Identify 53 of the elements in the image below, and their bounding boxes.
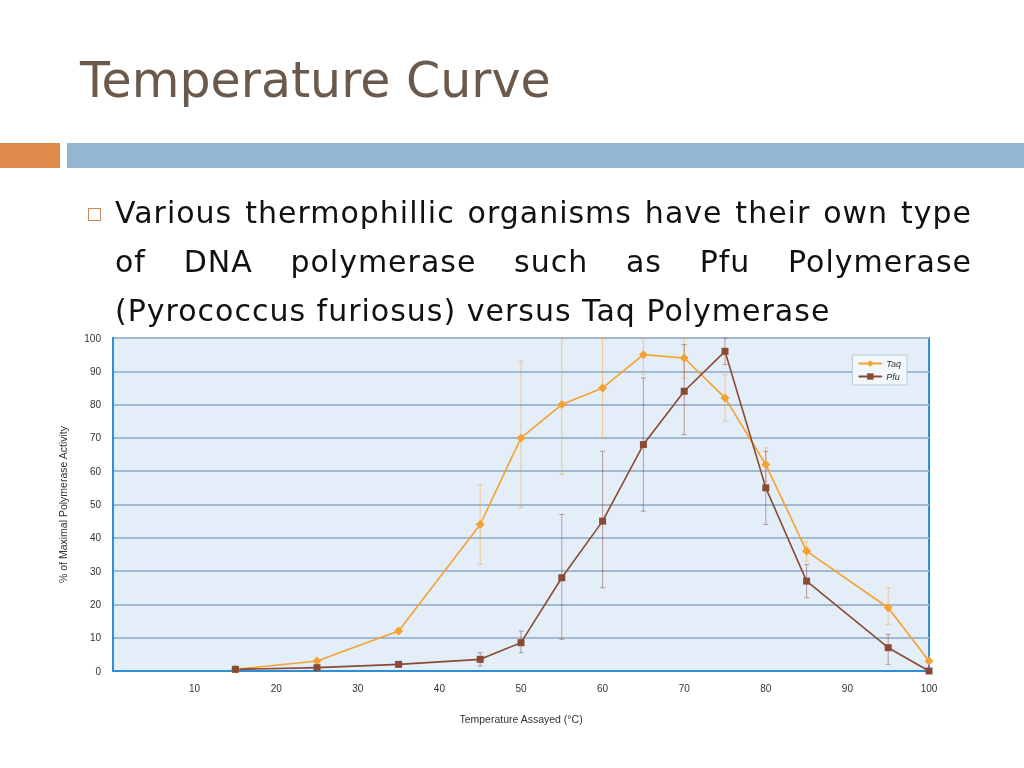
x-tick-label: 10: [189, 682, 201, 694]
point: [394, 626, 404, 636]
x-tick-label: 60: [597, 682, 609, 694]
chart-subtitle: Various thermophillic organisms have their own type of DNA polymerase such as Pfu Polymerase (Pyrococcus furiosus) versus Taq Polymerase: [115, 194, 972, 330]
y-tick-label: 0: [95, 665, 102, 677]
point: [476, 655, 484, 663]
y-tick-label: 20: [89, 598, 102, 610]
point: [475, 519, 485, 529]
y-tick-label: 30: [89, 565, 102, 577]
point: [802, 546, 812, 556]
point: [313, 664, 321, 672]
point: [638, 350, 648, 360]
point: [883, 603, 893, 613]
y-tick-label: 50: [89, 499, 102, 510]
point: [599, 517, 607, 525]
point: [720, 393, 730, 403]
y-tick-label: 40: [89, 532, 102, 544]
x-tick-label: 100: [920, 682, 938, 694]
y-tick-label: 90: [89, 365, 102, 377]
point: [639, 441, 647, 449]
y-axis-title: % of Maximal Polymerase Activity: [56, 425, 69, 583]
chart-title: Temperature Curve: [80, 52, 551, 109]
point: [598, 383, 608, 393]
y-tick-label: 80: [89, 399, 102, 411]
point: [721, 347, 729, 355]
x-tick-label: 30: [352, 682, 364, 694]
x-tick-label: 20: [270, 682, 283, 694]
point: [395, 660, 403, 668]
point: [762, 484, 770, 492]
x-tick-label: 90: [841, 682, 854, 694]
x-tick-label: 70: [678, 682, 691, 694]
x-tick-label: 80: [760, 682, 772, 694]
point: [558, 574, 566, 582]
point: [925, 667, 933, 675]
point: [884, 644, 892, 652]
point: [557, 400, 567, 410]
legend-label: Pfu: [886, 371, 900, 382]
point: [803, 577, 811, 585]
point: [679, 353, 689, 363]
point: [517, 639, 525, 647]
y-tick-label: 70: [89, 432, 102, 444]
point: [761, 460, 771, 470]
x-axis-title: Temperature Assayed (°C): [459, 712, 583, 725]
legend-label: Taq: [886, 358, 902, 369]
y-tick-label: 100: [84, 332, 102, 344]
point: [516, 433, 526, 443]
y-tick-label: 10: [89, 632, 102, 644]
y-tick-label: 60: [89, 465, 102, 477]
x-tick-label: 40: [433, 682, 446, 694]
x-tick-label: 50: [515, 682, 527, 694]
point: [924, 656, 934, 666]
point: [680, 387, 688, 395]
point: [312, 656, 322, 666]
